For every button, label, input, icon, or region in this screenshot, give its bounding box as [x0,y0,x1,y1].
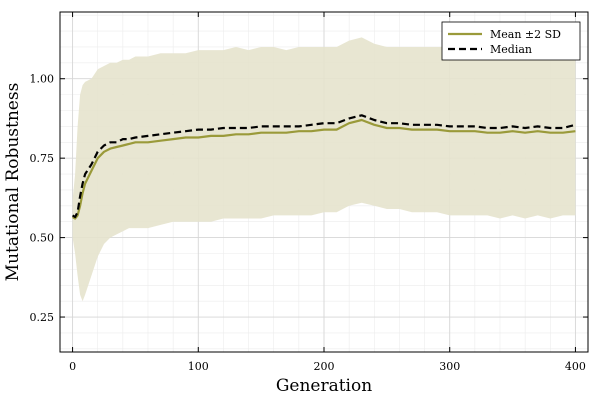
x-tick-label: 100 [188,360,209,373]
y-tick-label: 1.00 [30,73,55,86]
x-tick-label: 400 [565,360,586,373]
y-axis-label: Mutational Robustness [3,83,23,282]
tick-layer: 0 100 200 300 400 0.25 0.50 0.75 1.00 [30,12,588,373]
legend-label-median: Median [490,43,532,56]
legend: Mean ±2 SD Median [441,21,581,61]
x-tick-label: 200 [314,360,335,373]
y-tick-label: 0.50 [30,232,55,245]
sd-band [72,37,576,302]
series-line-layer [72,114,576,220]
y-tick-label: 0.75 [30,152,55,165]
x-tick-label: 300 [439,360,460,373]
x-tick-label: 0 [69,360,76,373]
legend-box [441,21,581,61]
mean-line [72,118,576,220]
median-line [72,114,576,219]
sd-band-layer [72,37,576,302]
legend-label-mean: Mean ±2 SD [490,28,561,41]
y-tick-label: 0.25 [30,311,55,324]
x-axis-label: Generation [276,376,372,396]
